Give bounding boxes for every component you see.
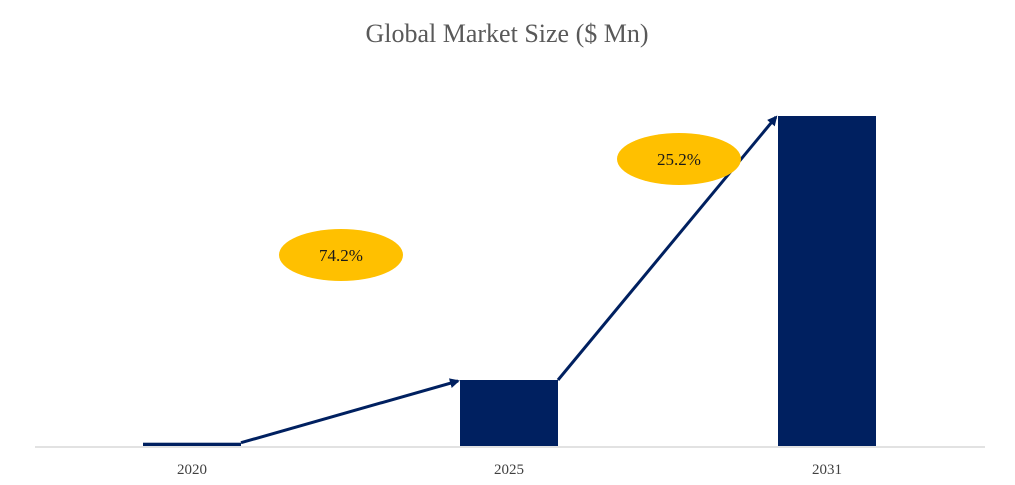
growth-label-2020-2025: 74.2%: [319, 246, 363, 265]
bar-2031: [778, 116, 876, 446]
bar-2020: [143, 442, 241, 446]
growth-arrow-2020-2025: [240, 378, 460, 445]
growth-badge-2025-2031: [617, 133, 741, 185]
x-tick-labels: 2020 2025 2031: [177, 462, 842, 478]
x-tick-label-2025: 2025: [494, 462, 524, 478]
bars-layer: [143, 116, 876, 446]
growth-badge-2020-2025: [279, 229, 403, 281]
chart-title: Global Market Size ($ Mn): [365, 19, 648, 48]
growth-label-2025-2031: 25.2%: [657, 150, 701, 169]
x-tick-label-2031: 2031: [812, 462, 842, 478]
x-tick-label-2020: 2020: [177, 462, 207, 478]
growth-badges-layer: 74.2% 25.2%: [279, 133, 741, 281]
bar-2025: [460, 380, 558, 446]
